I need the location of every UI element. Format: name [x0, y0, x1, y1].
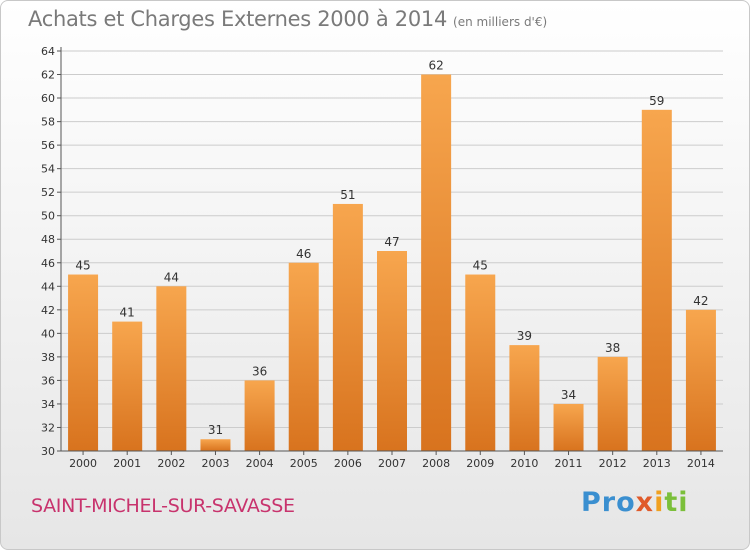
data-label: 42 [693, 294, 708, 308]
axes [57, 47, 723, 455]
bar [685, 309, 716, 451]
y-tick-label: 32 [41, 421, 55, 434]
y-tick-label: 44 [41, 280, 55, 293]
x-tick-label: 2011 [555, 457, 583, 470]
data-label: 36 [252, 364, 267, 378]
x-tick-label: 2007 [378, 457, 406, 470]
bar [377, 251, 407, 451]
data-label: 38 [605, 341, 620, 355]
bar [112, 321, 143, 451]
x-tick-label: 2010 [510, 457, 538, 470]
commune-name: SAINT-MICHEL-SUR-SAVASSE [31, 495, 295, 517]
x-tick-label: 2009 [466, 457, 494, 470]
y-tick-label: 52 [41, 186, 55, 199]
y-tick-label: 62 [41, 69, 55, 82]
bar [597, 356, 628, 451]
logo-part: Pro [581, 487, 636, 518]
bar [156, 286, 187, 451]
logo-part: x [635, 487, 655, 518]
y-tick-label: 56 [41, 139, 55, 152]
bars [68, 74, 716, 451]
x-tick-label: 2002 [157, 457, 185, 470]
y-tick-label: 48 [41, 233, 55, 246]
chart-title-text: Achats et Charges Externes 2000 à 2014 [28, 7, 448, 31]
y-tick-label: 30 [41, 445, 55, 458]
chart-title: Achats et Charges Externes 2000 à 2014 (e… [28, 7, 547, 31]
y-tick-label: 34 [41, 398, 55, 411]
logo-part: i [654, 487, 665, 518]
data-label: 45 [75, 259, 90, 273]
y-tick-label: 42 [41, 304, 55, 317]
data-label: 47 [384, 235, 399, 249]
x-tick-label: 2013 [643, 457, 671, 470]
x-tick-label: 2008 [422, 457, 450, 470]
x-tick-label: 2001 [113, 457, 141, 470]
y-tick-label: 50 [41, 210, 55, 223]
x-tick-label: 2000 [69, 457, 97, 470]
y-tick-label: 54 [41, 163, 55, 176]
data-label: 34 [561, 388, 576, 402]
y-tick-label: 60 [41, 92, 55, 105]
data-label: 44 [164, 270, 179, 284]
y-tick-label: 36 [41, 374, 55, 387]
data-label: 51 [340, 188, 355, 202]
data-label: 59 [649, 94, 664, 108]
bar [465, 274, 496, 451]
bar [332, 203, 363, 451]
x-tick-label: 2012 [599, 457, 627, 470]
bar [509, 345, 540, 451]
bar [288, 262, 319, 451]
y-tick-label: 40 [41, 327, 55, 340]
labels: 30 32 34 36 38 40 42 44 46 48 50 52 54 56 58 60 62 64 2000… [41, 45, 715, 470]
x-tick-label: 2005 [290, 457, 318, 470]
bar [553, 403, 584, 451]
chart-subtitle: (en milliers d'€) [453, 15, 548, 29]
bar [421, 74, 452, 451]
y-tick-label: 46 [41, 257, 55, 270]
x-tick-label: 2006 [334, 457, 362, 470]
bar [641, 109, 672, 451]
data-label: 39 [517, 329, 532, 343]
data-label: 41 [120, 306, 135, 320]
y-tick-label: 64 [41, 45, 55, 58]
data-label: 31 [208, 423, 223, 437]
bar [200, 439, 231, 451]
x-tick-label: 2004 [246, 457, 274, 470]
data-label: 62 [428, 59, 443, 73]
bar [244, 380, 275, 451]
x-tick-label: 2014 [687, 457, 715, 470]
data-label: 46 [296, 247, 311, 261]
bar [68, 274, 99, 451]
y-tick-label: 38 [41, 351, 55, 364]
logo-part: ti [664, 487, 689, 518]
x-tick-label: 2003 [201, 457, 229, 470]
y-tick-label: 58 [41, 116, 55, 129]
data-label: 45 [473, 259, 488, 273]
proxiti-logo: Proxiti [581, 487, 689, 518]
